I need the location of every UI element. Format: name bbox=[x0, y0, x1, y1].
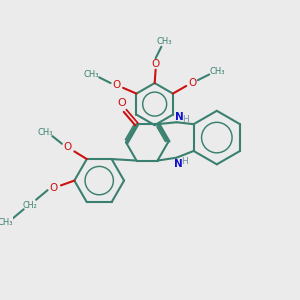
Text: CH₂: CH₂ bbox=[22, 201, 37, 210]
Text: O: O bbox=[152, 59, 160, 69]
Text: O: O bbox=[64, 142, 72, 152]
Text: N: N bbox=[175, 112, 184, 122]
Text: H: H bbox=[182, 115, 188, 124]
Text: H: H bbox=[181, 157, 188, 166]
Text: CH₃: CH₃ bbox=[0, 218, 13, 227]
Text: N: N bbox=[174, 159, 183, 170]
Text: O: O bbox=[188, 78, 196, 88]
Text: O: O bbox=[112, 80, 121, 90]
Text: CH₃: CH₃ bbox=[84, 70, 99, 79]
Text: O: O bbox=[118, 98, 127, 108]
Text: CH₃: CH₃ bbox=[209, 67, 225, 76]
Text: O: O bbox=[49, 183, 57, 193]
Text: CH₃: CH₃ bbox=[38, 128, 53, 137]
Text: CH₃: CH₃ bbox=[157, 37, 172, 46]
